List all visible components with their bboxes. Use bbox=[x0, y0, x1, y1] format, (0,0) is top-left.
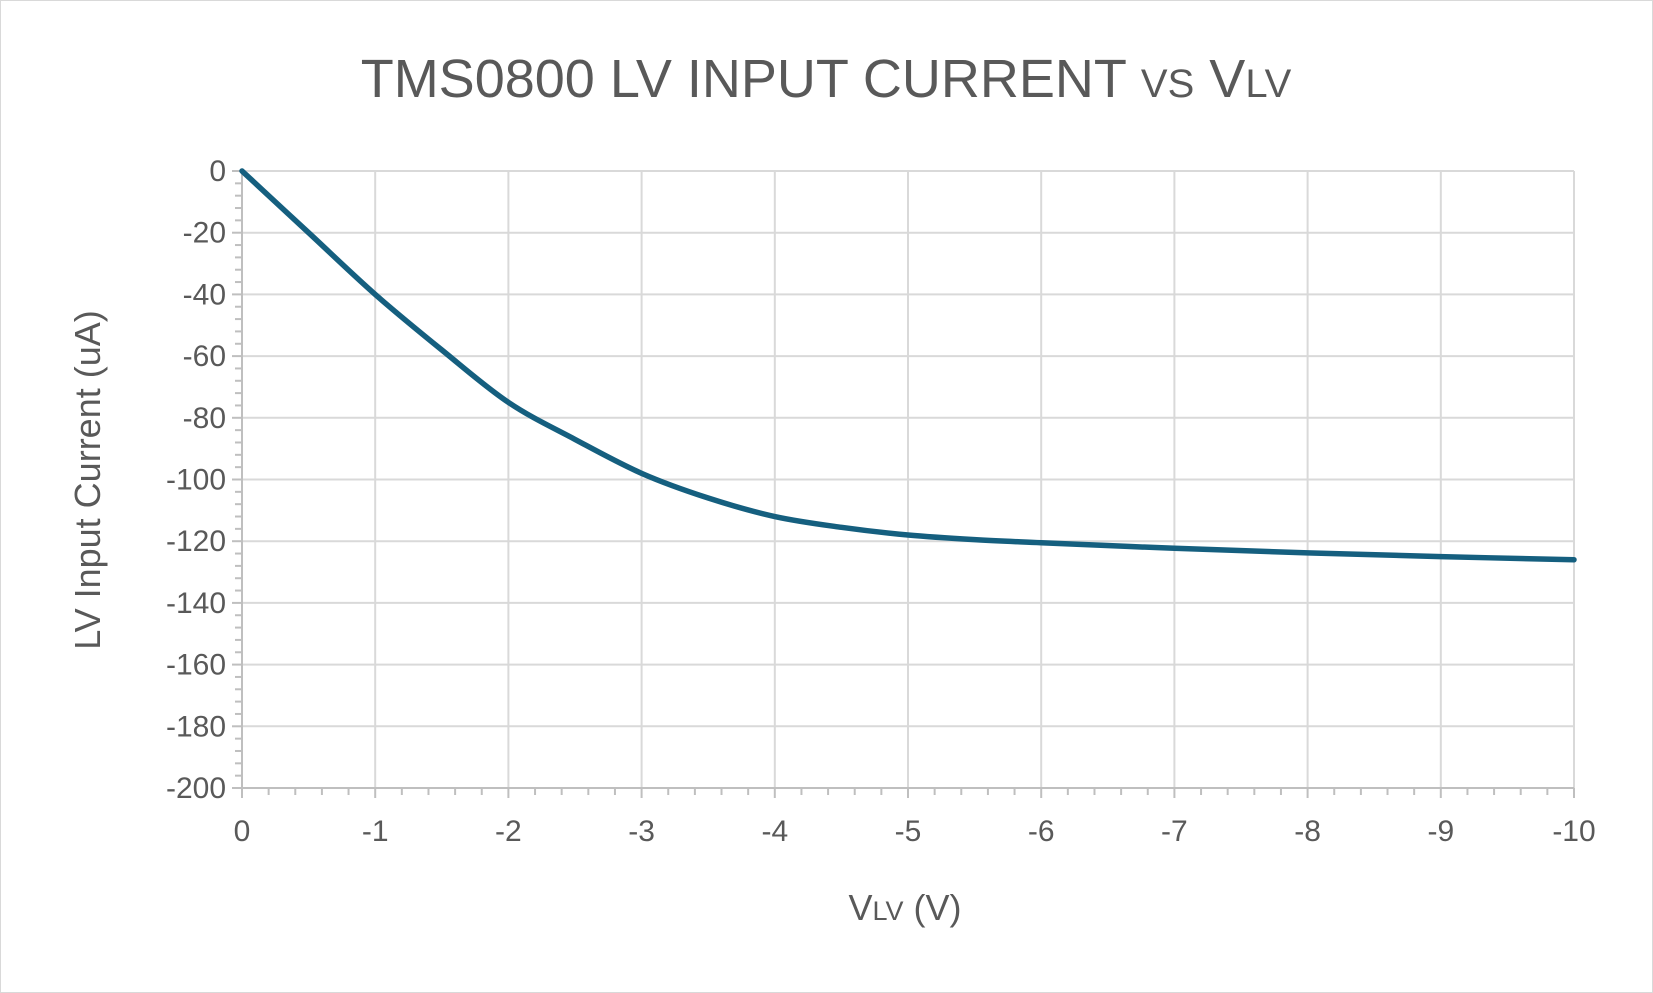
y-tick-label: -40 bbox=[183, 278, 226, 311]
y-tick-label: -160 bbox=[166, 649, 226, 682]
x-tick-label: -4 bbox=[761, 815, 788, 848]
x-tick-label: -6 bbox=[1028, 815, 1055, 848]
series-line bbox=[239, 168, 1577, 563]
x-axis-title: VLV (V) bbox=[848, 887, 961, 928]
x-tick-label: 0 bbox=[234, 815, 251, 848]
series bbox=[239, 168, 1577, 563]
y-tick-label: -140 bbox=[166, 587, 226, 620]
y-tick-label: -200 bbox=[166, 772, 226, 805]
x-tick-label: -8 bbox=[1294, 815, 1321, 848]
gridlines bbox=[241, 170, 1575, 789]
y-tick-label: -100 bbox=[166, 464, 226, 497]
x-tick-label: -2 bbox=[495, 815, 522, 848]
x-tick-label: -5 bbox=[895, 815, 922, 848]
y-tick-label: 0 bbox=[209, 155, 226, 188]
axes bbox=[232, 170, 1575, 798]
y-tick-label: -180 bbox=[166, 710, 226, 743]
x-tick-label: -7 bbox=[1161, 815, 1188, 848]
y-axis-title: LV Input Current (uA) bbox=[67, 310, 108, 650]
y-tick-label: -80 bbox=[183, 402, 226, 435]
y-tick-label: -120 bbox=[166, 525, 226, 558]
y-tick-label: -20 bbox=[183, 217, 226, 250]
x-tick-label: -1 bbox=[362, 815, 389, 848]
x-tick-label: -3 bbox=[628, 815, 655, 848]
chart-title: TMS0800 LV INPUT CURRENT VS VLV bbox=[361, 49, 1292, 109]
x-tick-label: -10 bbox=[1552, 815, 1595, 848]
y-tick-label: -60 bbox=[183, 340, 226, 373]
x-tick-label: -9 bbox=[1427, 815, 1454, 848]
tick-labels: 0 -1 -2 -3 -4 -5 -6 -7 -8 -9 -100-20-40-60-80-100-… bbox=[166, 155, 1596, 848]
